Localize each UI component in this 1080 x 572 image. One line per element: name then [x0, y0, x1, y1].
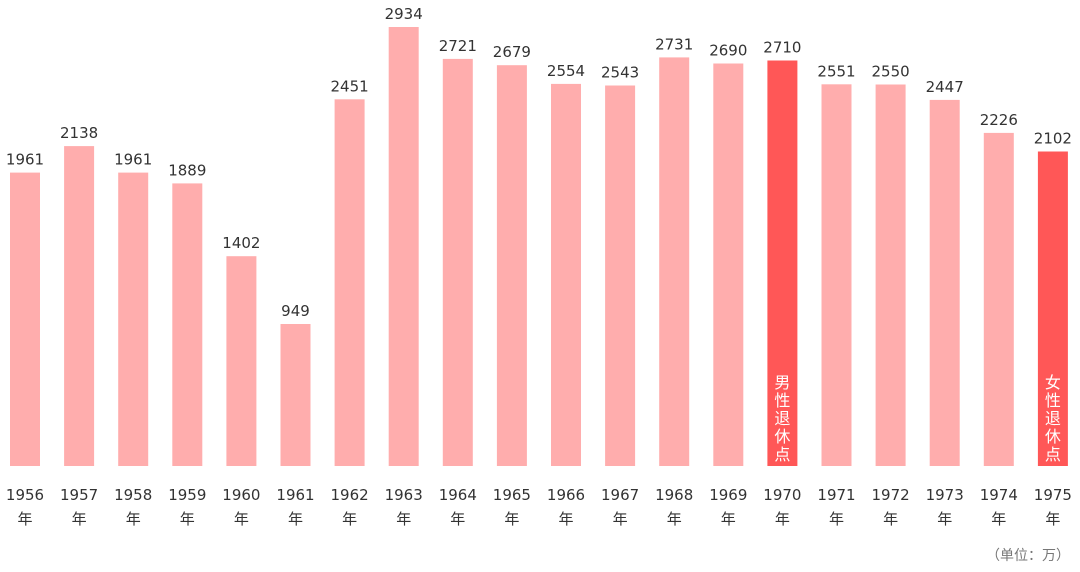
year-label-1968: 1968 — [655, 486, 693, 504]
value-label-1956: 1961 — [6, 151, 44, 169]
year-suffix-1958: 年 — [126, 510, 141, 528]
bar-1956 — [10, 172, 40, 466]
bar-1959 — [172, 183, 203, 466]
year-suffix-1956: 年 — [17, 510, 32, 528]
year-suffix-1972: 年 — [883, 510, 898, 528]
year-label-1959: 1959 — [168, 486, 206, 504]
bar-1973 — [929, 99, 960, 467]
year-label-1975: 1975 — [1034, 486, 1072, 504]
year-suffix-1960: 年 — [234, 510, 249, 528]
value-label-1971: 2551 — [817, 62, 855, 80]
year-suffix-1962: 年 — [342, 510, 357, 528]
year-suffix-1967: 年 — [613, 510, 628, 528]
bar-1962 — [334, 99, 365, 467]
year-suffix-1970: 年 — [775, 510, 790, 528]
year-label-1973: 1973 — [926, 486, 964, 504]
value-label-1965: 2679 — [493, 43, 531, 61]
bar-1957 — [64, 146, 95, 466]
year-label-1962: 1962 — [331, 486, 369, 504]
year-label-1958: 1958 — [114, 486, 152, 504]
year-suffix-1971: 年 — [829, 510, 844, 528]
value-label-1970: 2710 — [763, 39, 801, 57]
bar-1963 — [388, 27, 419, 466]
value-label-1969: 2690 — [709, 42, 747, 60]
year-suffix-1975: 年 — [1045, 510, 1060, 528]
year-suffix-1964: 年 — [450, 510, 465, 528]
year-label-1971: 1971 — [817, 486, 855, 504]
year-suffix-1969: 年 — [721, 510, 736, 528]
value-label-1958: 1961 — [114, 151, 152, 169]
value-label-1972: 2550 — [872, 63, 910, 81]
bars-layer — [10, 27, 1068, 467]
bar-1969 — [713, 63, 744, 466]
year-label-1957: 1957 — [60, 486, 98, 504]
bar-1960 — [226, 256, 257, 466]
year-label-1960: 1960 — [222, 486, 260, 504]
year-suffix-1957: 年 — [72, 510, 87, 528]
year-suffix-1959: 年 — [180, 510, 195, 528]
bar-1970 — [767, 60, 798, 466]
year-label-1969: 1969 — [709, 486, 747, 504]
value-label-1973: 2447 — [926, 78, 964, 96]
year-label-1964: 1964 — [439, 486, 477, 504]
year-suffix-1966: 年 — [558, 510, 573, 528]
value-label-1974: 2226 — [980, 111, 1018, 129]
bar-1967 — [605, 85, 636, 466]
year-suffix-1974: 年 — [991, 510, 1006, 528]
highlight-annotation-1975: 女性退休点 — [1045, 373, 1061, 464]
value-label-1959: 1889 — [168, 161, 206, 179]
bar-1972 — [875, 84, 906, 466]
bar-1974 — [983, 132, 1014, 466]
year-label-1965: 1965 — [493, 486, 531, 504]
value-label-1967: 2543 — [601, 64, 639, 82]
value-label-1975: 2102 — [1034, 130, 1072, 148]
value-label-1957: 2138 — [60, 124, 98, 142]
year-label-1963: 1963 — [385, 486, 423, 504]
bar-1968 — [659, 57, 690, 467]
bar-1958 — [118, 172, 149, 466]
bar-1964 — [442, 58, 473, 467]
year-suffix-1973: 年 — [937, 510, 952, 528]
highlight-annotation-1970: 男性退休点 — [774, 373, 790, 464]
year-suffix-1961: 年 — [288, 510, 303, 528]
bar-1971 — [821, 84, 852, 467]
bar-1961 — [280, 324, 311, 466]
year-label-1974: 1974 — [980, 486, 1018, 504]
labels-layer: 1961 1956 年 2138 1957 年 1961 1958 年 1889 1959 年 1402… — [6, 5, 1072, 528]
bar-1975 — [1037, 151, 1068, 466]
year-suffix-1965: 年 — [504, 510, 519, 528]
value-label-1962: 2451 — [331, 77, 369, 95]
value-label-1964: 2721 — [439, 37, 477, 55]
value-label-1963: 2934 — [385, 5, 423, 23]
value-label-1966: 2554 — [547, 62, 585, 80]
bar-1965 — [496, 65, 527, 466]
year-suffix-1968: 年 — [667, 510, 682, 528]
year-label-1972: 1972 — [872, 486, 910, 504]
bar-1966 — [551, 83, 581, 467]
year-label-1967: 1967 — [601, 486, 639, 504]
year-label-1961: 1961 — [276, 486, 314, 504]
year-label-1970: 1970 — [763, 486, 801, 504]
value-label-1960: 1402 — [222, 234, 260, 252]
value-label-1961: 949 — [281, 302, 310, 320]
year-suffix-1963: 年 — [396, 510, 411, 528]
unit-note: （单位：万） — [986, 548, 1070, 564]
year-label-1956: 1956 — [6, 486, 44, 504]
value-label-1968: 2731 — [655, 35, 693, 53]
year-label-1966: 1966 — [547, 486, 585, 504]
